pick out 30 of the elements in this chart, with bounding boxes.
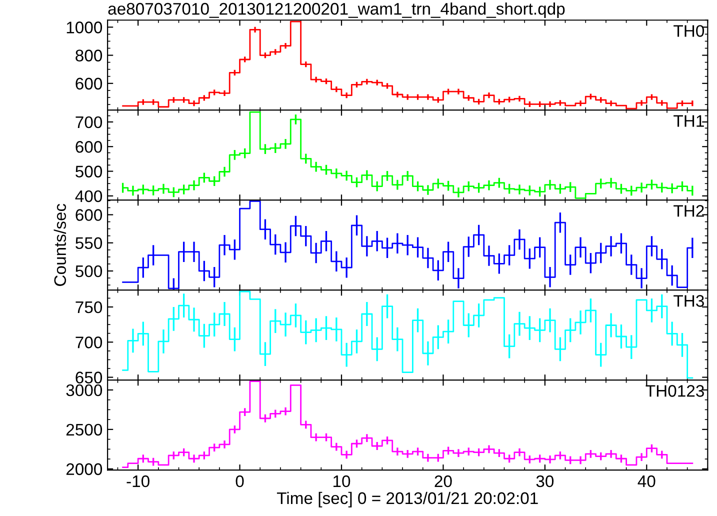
y-tick-label: 3000	[66, 384, 102, 396]
annotation: TH0123	[646, 385, 704, 397]
y-tick-label: 500	[76, 166, 102, 178]
y-axis-title: Counts/sec	[54, 204, 66, 286]
x-tick-label: 20	[434, 475, 452, 488]
x-tick-label: -10	[126, 475, 150, 488]
y-tick-label: 2500	[66, 424, 102, 436]
y-tick-label: 400	[75, 190, 102, 202]
x-axis-title: Time [sec] 0 = 2013/01/21 20:02:01	[276, 492, 538, 508]
y-tick-label: 550	[76, 237, 102, 250]
annotation: TH0	[674, 25, 704, 37]
x-tick-label: 0	[236, 475, 244, 488]
x-tick-label: 40	[638, 475, 656, 488]
y-tick-label: 700	[76, 336, 102, 348]
y-tick-label: 600	[76, 209, 102, 221]
y-tick-label: 800	[76, 50, 102, 62]
y-tick-label: 1000	[66, 22, 102, 34]
y-tick-label: 650	[76, 372, 102, 384]
annotation: TH3	[674, 295, 704, 307]
y-tick-label: 2000	[66, 463, 102, 476]
y-tick-label: 700	[76, 116, 102, 128]
y-tick-label: 500	[76, 265, 102, 278]
x-tick-label: 10	[334, 475, 350, 488]
chart-title: ae807037010_20130121200201_wam1_trn_4band_short.qdp	[108, 2, 565, 18]
annotation: TH1	[674, 115, 704, 127]
x-tick-label: 30	[536, 475, 554, 488]
y-tick-label: 600	[76, 78, 102, 90]
y-tick-label: 600	[76, 141, 102, 153]
annotation: TH2	[674, 205, 704, 217]
y-tick-label: 750	[76, 301, 102, 314]
